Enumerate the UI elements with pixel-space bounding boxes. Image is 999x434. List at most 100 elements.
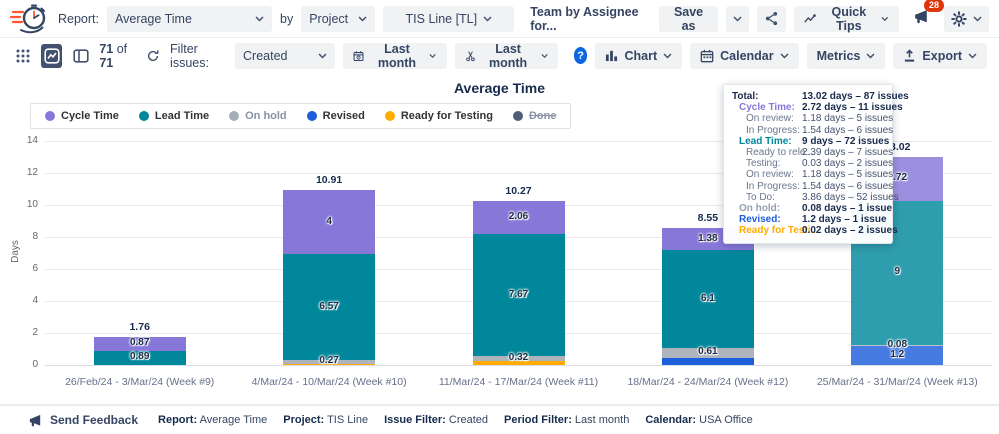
bar-segment-cycle-time[interactable] [472, 200, 565, 234]
legend-dot [384, 111, 395, 121]
chevron-down-icon [318, 52, 327, 59]
tooltip-row-label: On hold: [739, 203, 781, 215]
legend-item-ready-for-testing[interactable]: Ready for Testing [384, 110, 493, 122]
segment-value-label: 7.67 [508, 288, 529, 300]
report-toolbar: 71 of 71 Filter issues: Created Las [0, 38, 999, 73]
plot-area: Days 0 2 4 6 8 10 12 14 26/Feb/24 - 3/Mar/24 (We… [0, 120, 999, 395]
send-feedback-button[interactable]: Send Feedback [28, 413, 138, 428]
bar-segment-on-hold[interactable] [472, 356, 565, 362]
footer: Send Feedback Report: Average Time Projec… [0, 404, 999, 434]
issue-count: 71 of 71 [99, 42, 136, 70]
tooltip-row-label: Cycle Time: [739, 102, 795, 114]
metrics-menu-label: Metrics [816, 48, 861, 63]
share-button[interactable] [757, 5, 787, 32]
stack-total-label: 1.76 [129, 320, 150, 333]
quick-tips-button[interactable]: Quick Tips [794, 5, 899, 33]
segment-value-label: 0.61 [698, 346, 718, 358]
help-button[interactable]: ? [573, 47, 588, 64]
calendar-menu-button[interactable]: Calendar [690, 42, 799, 69]
segment-value-label: 0.87 [129, 337, 150, 349]
chart-view-button[interactable] [41, 43, 63, 68]
export-icon [905, 49, 915, 62]
bar-segment-on-hold[interactable] [661, 347, 754, 358]
save-as-label: Save as [673, 4, 704, 33]
segment-value-label: 1.2 [890, 348, 905, 360]
legend-item-on-hold[interactable]: On hold [229, 110, 287, 122]
bar-segment-revised[interactable] [661, 357, 754, 365]
legend-label: Done [528, 110, 557, 122]
bar-segment-on-hold[interactable] [283, 359, 376, 364]
tooltip-row-value: 0.02 days – 2 issues [802, 225, 898, 237]
bar-chart-icon [606, 50, 618, 62]
share-icon [766, 11, 778, 26]
segment-value-label: 4 [326, 215, 332, 227]
app-logo[interactable] [10, 2, 50, 36]
issue-count-total: 71 [99, 55, 114, 70]
top-header: Report: Average Time by Project TIS Line… [0, 0, 999, 38]
tooltip-row-value: 2.72 days – 11 issues [802, 102, 903, 114]
bar-segment-revised[interactable] [851, 345, 944, 365]
board-view-button[interactable] [70, 44, 91, 68]
bar-segment-lead-time[interactable] [472, 233, 565, 357]
settings-button[interactable] [944, 5, 989, 32]
x-axis-label: 26/Feb/24 - 3/Mar/24 (Week #9) [65, 376, 215, 388]
tooltip-row-value: 13.02 days – 87 issues [802, 91, 909, 102]
help-glyph: ? [577, 49, 584, 62]
metrics-menu-button[interactable]: Metrics [806, 42, 886, 69]
bar-segment-on-hold[interactable] [851, 344, 944, 346]
chevron-down-icon [483, 15, 492, 22]
y-axis-title: Days [9, 240, 21, 263]
legend-item-cycle-time[interactable]: Cycle Time [45, 110, 119, 122]
y-tick-label: 14 [26, 135, 38, 146]
bar-segment-ready-for-testing[interactable] [472, 361, 565, 365]
notifications-button[interactable]: 28 [907, 0, 944, 32]
project-select[interactable]: TIS Line [TL] [383, 5, 515, 32]
legend-label: Cycle Time [61, 110, 119, 122]
bar-segment-cycle-time[interactable] [283, 190, 376, 255]
tooltip-row: In Progress: 1.54 days – 6 issues [746, 181, 893, 192]
bar-segment-ready-for-testing[interactable] [283, 363, 376, 365]
chevron-down-icon [358, 15, 367, 22]
chevron-down-icon [663, 52, 672, 59]
chevron-down-icon [255, 15, 264, 22]
trim-period-button[interactable]: Last month [454, 42, 558, 70]
refresh-button[interactable] [144, 47, 162, 65]
x-axis-label: 25/Mar/24 - 31/Mar/24 (Week #13) [816, 376, 978, 388]
tooltip-row-value: 0.08 days – 1 issue [802, 203, 893, 215]
tooltip-row: Revised: 1.2 days – 1 issue [739, 214, 887, 226]
segment-value-label: 0.32 [508, 352, 529, 364]
period-filter-button[interactable]: Last month [343, 42, 447, 70]
legend-dot [45, 111, 55, 121]
group-by-select[interactable]: Project [301, 5, 376, 32]
bar-segment-lead-time[interactable] [661, 250, 754, 348]
calendar-icon [700, 49, 714, 62]
tooltip-row: Ready for Testi... 0.02 days – 2 issues [739, 225, 898, 236]
gear-icon [951, 11, 967, 26]
grid-view-button[interactable] [12, 44, 33, 68]
legend-item-done[interactable]: Done [512, 110, 557, 122]
stack-total-label: 10.27 [505, 184, 532, 197]
stack-total-label: 10.91 [315, 174, 343, 187]
x-axis-label: 11/Mar/24 - 17/Mar/24 (Week #11) [438, 376, 599, 388]
report-select[interactable]: Average Time [107, 5, 273, 32]
filter-issues-select[interactable]: Created [235, 42, 336, 69]
chart-menu-button[interactable]: Chart [595, 42, 683, 69]
chevron-down-icon [733, 15, 743, 22]
save-as-button[interactable]: Save as [658, 4, 719, 33]
legend-item-lead-time[interactable]: Lead Time [138, 110, 209, 122]
bar-segment-lead-time[interactable] [93, 350, 186, 365]
footer-summary-label: Issue Filter: [384, 414, 446, 426]
legend-label: Revised [322, 110, 365, 122]
save-as-chevron-button[interactable] [726, 5, 750, 32]
y-tick-label: 10 [26, 199, 38, 210]
segment-value-label: 6.57 [319, 300, 339, 312]
tooltip-row-value: 1.2 days – 1 issue [802, 214, 887, 226]
issue-count-current: 71 [99, 41, 114, 56]
bar-segment-cycle-time[interactable] [93, 336, 186, 351]
legend-item-revised[interactable]: Revised [306, 110, 365, 122]
bar-segment-lead-time[interactable] [283, 254, 376, 360]
tooltip-row-label: In Progress: [746, 124, 800, 136]
export-menu-button[interactable]: Export [893, 42, 987, 69]
line-chart-view-icon [44, 47, 60, 64]
